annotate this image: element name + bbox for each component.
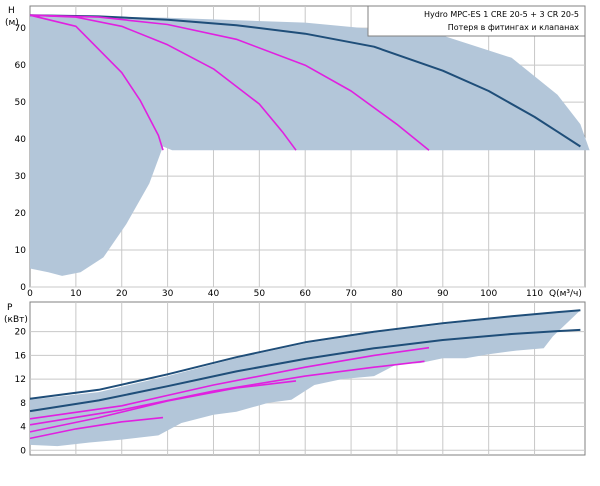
y-tick-label: 8 [20, 399, 26, 409]
power-chart: 0 4 8 12 16 20 P (кВт) [4, 301, 586, 457]
x-tick-label: 20 [116, 289, 128, 299]
x-tick-label: 100 [480, 289, 497, 299]
head-legend: Hydro MPC-ES 1 CRE 20-5 + 3 CR 20-5 Поте… [367, 5, 586, 37]
x-tick-label: 10 [70, 289, 82, 299]
y-tick-label: 40 [15, 135, 27, 145]
x-tick-label: 80 [391, 289, 403, 299]
legend-box [367, 5, 586, 37]
head-chart: 0 10 20 30 40 50 60 70 0 10 20 30 40 50 60 70 80 90 100 11… [5, 5, 590, 299]
head-x-axis-title: Q(м³/ч) [549, 289, 582, 299]
head-y-axis-unit: (м) [5, 18, 19, 28]
power-y-axis-title: P [7, 303, 13, 313]
head-y-tick-labels: 0 10 20 30 40 50 60 70 [15, 24, 27, 293]
y-tick-label: 12 [15, 375, 26, 385]
y-tick-label: 20 [15, 328, 27, 338]
y-tick-label: 30 [15, 172, 27, 182]
y-tick-label: 0 [20, 446, 26, 456]
legend-title: Hydro MPC-ES 1 CRE 20-5 + 3 CR 20-5 [424, 10, 579, 19]
x-tick-label: 60 [299, 289, 311, 299]
operating-area [30, 310, 581, 447]
power-curves [29, 309, 581, 440]
y-tick-label: 16 [15, 351, 27, 361]
x-tick-label: 110 [526, 289, 543, 299]
pump-curve-2 [29, 14, 297, 151]
pump-curve-1 [29, 14, 164, 151]
x-tick-label: 0 [27, 289, 33, 299]
y-tick-label: 0 [20, 283, 26, 293]
pump-curve-3 [29, 360, 425, 426]
power-y-tick-labels: 0 4 8 12 16 20 [15, 328, 27, 457]
head-y-axis-title: H [8, 6, 15, 16]
max-curve-0 [29, 14, 581, 148]
power-y-axis-unit: (кВт) [4, 315, 28, 325]
x-tick-label: 40 [208, 289, 220, 299]
max-curve-0 [29, 309, 581, 400]
y-tick-label: 60 [15, 61, 27, 71]
x-tick-label: 90 [437, 289, 449, 299]
x-tick-label: 30 [162, 289, 174, 299]
pump-curve-5 [29, 416, 164, 440]
x-tick-label: 70 [345, 289, 357, 299]
pump-curve-3 [29, 14, 430, 151]
y-tick-label: 50 [15, 98, 27, 108]
y-tick-label: 4 [20, 423, 26, 433]
power-operating-area [30, 310, 581, 447]
pump-curve-2 [29, 346, 430, 420]
y-tick-label: 10 [15, 246, 27, 256]
head-curves [29, 14, 581, 151]
y-tick-label: 20 [15, 209, 27, 219]
operating-area [30, 15, 590, 276]
legend-subtitle: Потеря в фитингах и клапанах [448, 23, 580, 32]
x-tick-label: 50 [254, 289, 266, 299]
max-curve-1 [29, 328, 581, 413]
y-tick-label: 70 [15, 24, 27, 34]
head-x-tick-labels: 0 10 20 30 40 50 60 70 80 90 100 110 [27, 289, 543, 299]
head-operating-area [30, 15, 590, 276]
pump-curve-4 [29, 380, 297, 433]
